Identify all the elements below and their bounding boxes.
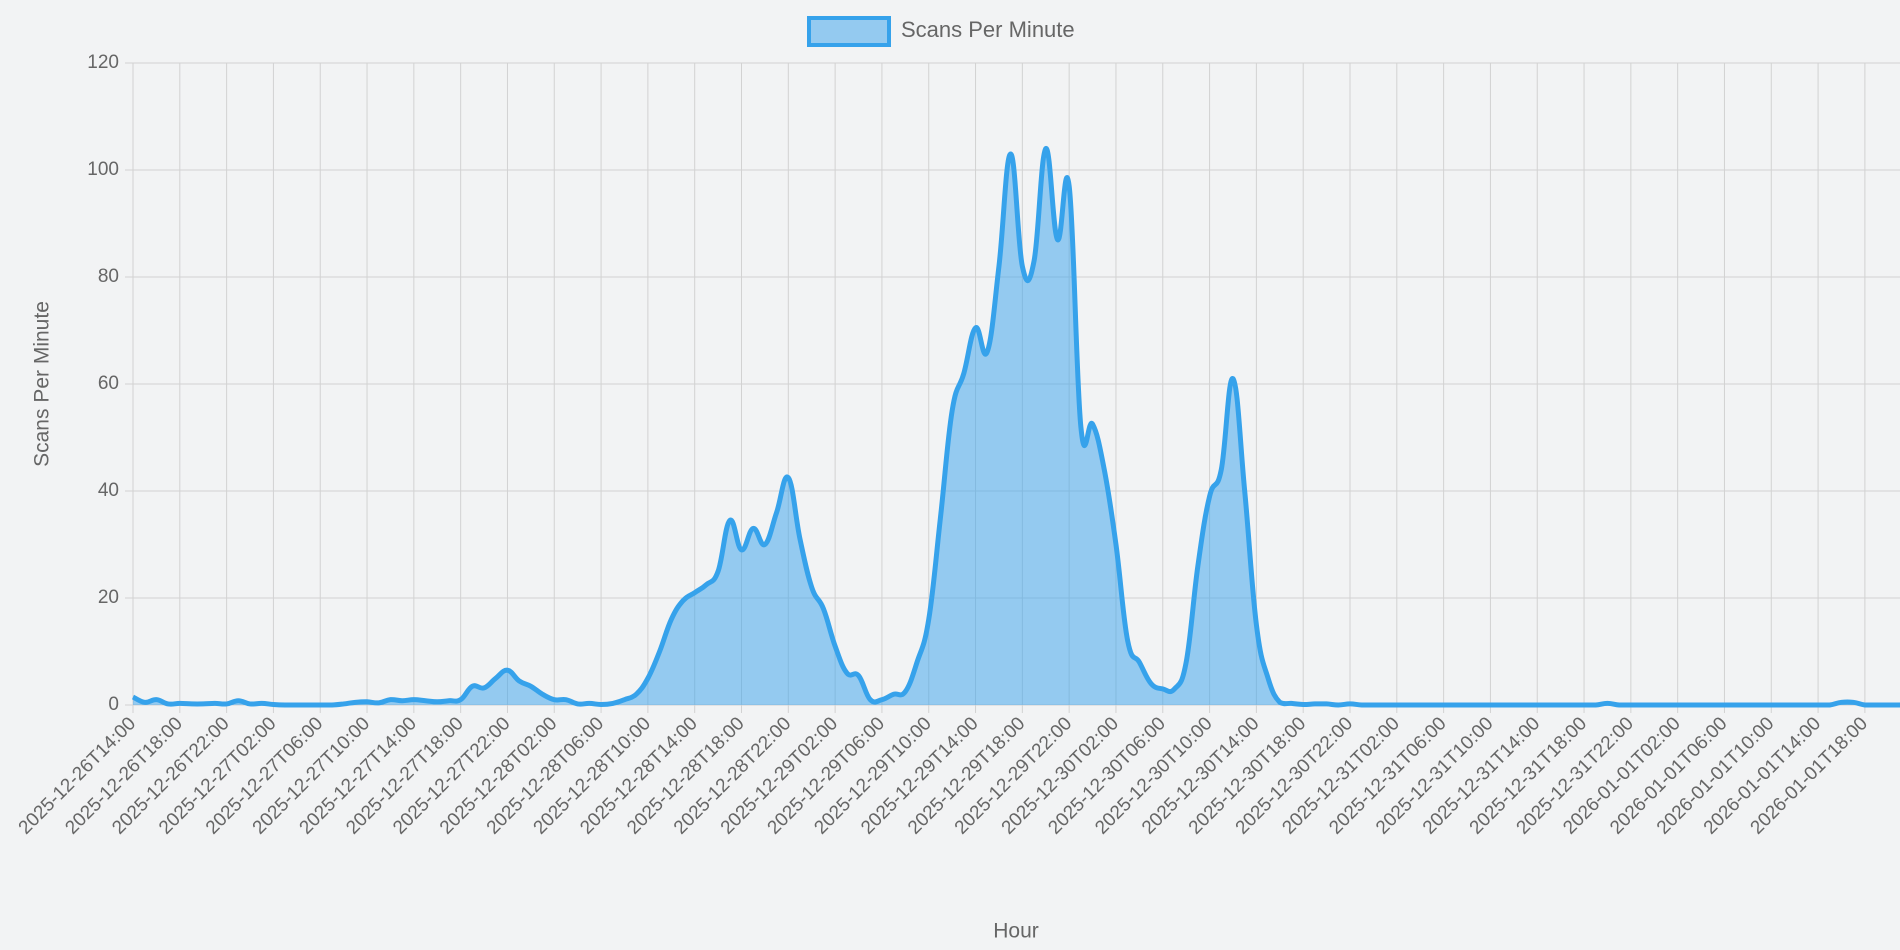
y-tick-label: 80 <box>98 266 119 287</box>
y-tick-label: 0 <box>108 694 119 715</box>
legend-label: Scans Per Minute <box>901 17 1075 42</box>
line <box>131 146 1900 708</box>
area <box>133 148 1900 705</box>
y-axis-title: Scans Per Minute <box>31 301 54 467</box>
x-axis-title: Hour <box>993 920 1039 943</box>
y-tick-label: 100 <box>87 159 119 180</box>
y-tick-label: 40 <box>98 480 119 501</box>
y-tick-label: 20 <box>98 587 119 608</box>
legend-swatch <box>807 16 891 47</box>
y-tick-label: 120 <box>87 52 119 73</box>
y-tick-label: 60 <box>98 373 119 394</box>
